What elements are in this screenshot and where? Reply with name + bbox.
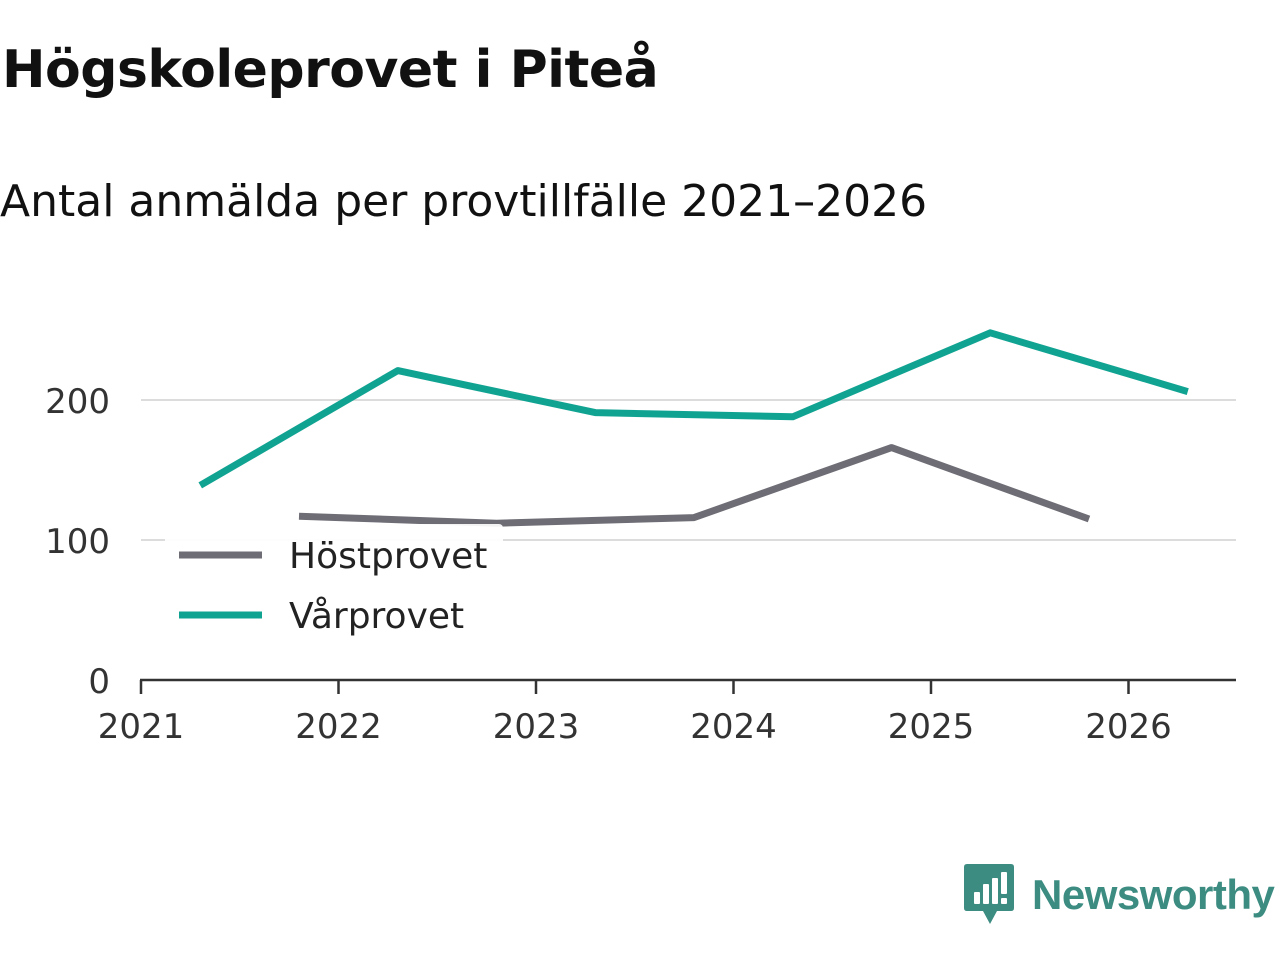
x-tick-label: 2023: [493, 707, 580, 747]
y-tick-label: 0: [88, 662, 110, 702]
series-line-varprovet: [198, 329, 1189, 489]
x-tick-label: 2025: [888, 707, 975, 747]
chart-title: Högskoleprovet i Piteå: [2, 40, 659, 100]
chart-subtitle: Antal anmälda per provtillfälle 2021–202…: [0, 176, 928, 227]
axes: 0 100 200 2021 2022 2023 2024 2025 2026: [45, 382, 1236, 747]
y-tick-label: 100: [45, 522, 110, 562]
y-tick-label: 200: [45, 382, 110, 422]
series-lines: [198, 329, 1189, 527]
brand-name: Newsworthy: [1032, 871, 1275, 918]
x-tick-label: 2024: [690, 707, 777, 747]
series-line-hostprovet: [298, 444, 1091, 527]
legend-label: Höstprovet: [289, 536, 487, 577]
legend: Höstprovet Vårprovet: [165, 524, 503, 650]
x-tick-label: 2026: [1085, 707, 1172, 747]
newsworthy-logo-icon: [964, 864, 1014, 924]
brand-logo: Newsworthy: [964, 864, 1275, 926]
x-tick-label: 2022: [295, 707, 382, 747]
legend-label: Vårprovet: [289, 596, 464, 637]
x-tick-label: 2021: [98, 707, 185, 747]
